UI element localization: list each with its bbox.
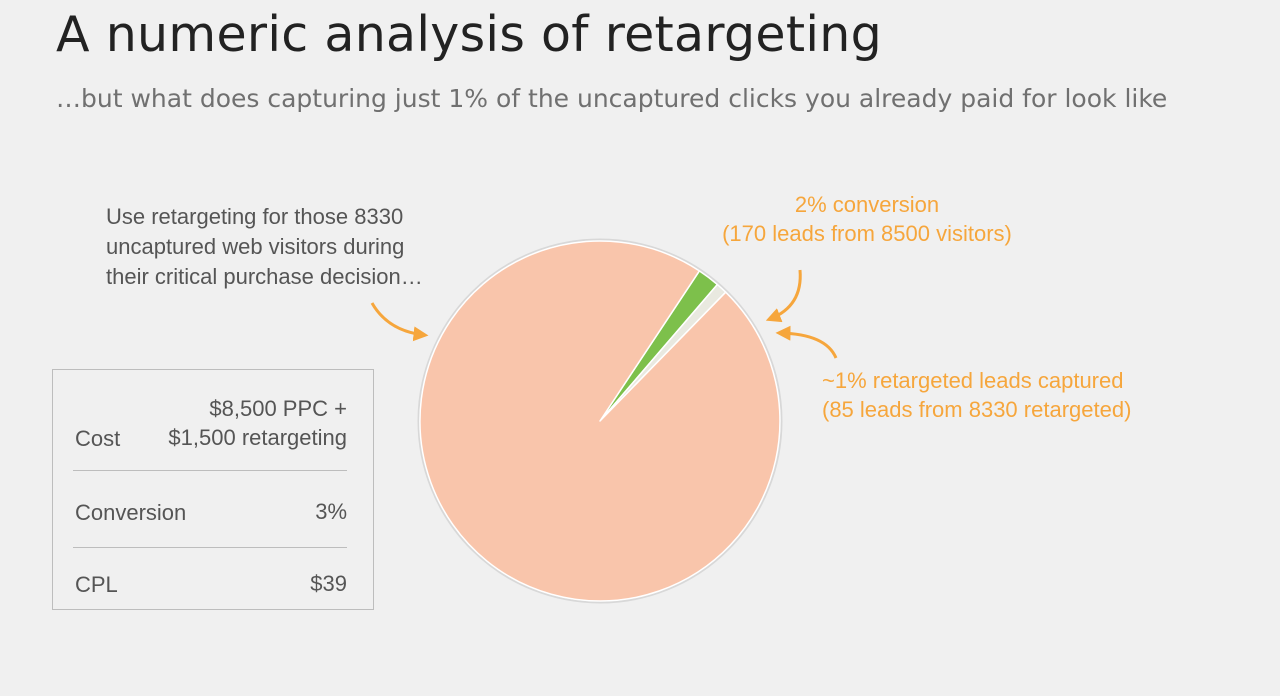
- stats-row-conversion: Conversion 3%: [73, 496, 347, 526]
- cpl-label: CPL: [75, 572, 118, 597]
- stats-divider: [73, 547, 347, 548]
- cpl-value: $39: [310, 571, 347, 596]
- cost-value: $8,500 PPC + $1,500 retargeting: [168, 394, 347, 452]
- page-subtitle: …but what does capturing just 1% of the …: [56, 84, 1168, 113]
- conversion-label: Conversion: [75, 500, 187, 525]
- stats-table: Cost $8,500 PPC + $1,500 retargeting Con…: [52, 369, 374, 610]
- conversion-value: 3%: [315, 499, 347, 524]
- stats-row-cpl: CPL $39: [73, 568, 347, 598]
- conversion-annotation-line1: 2% conversion: [794, 192, 940, 217]
- conversion-annotation-line2: (170 leads from 8500 visitors): [722, 221, 1012, 246]
- stats-divider: [73, 470, 347, 471]
- pie-slices: [417, 238, 783, 604]
- pie-slice-2: [419, 240, 781, 602]
- page-title: A numeric analysis of retargeting: [56, 6, 883, 63]
- cost-label: Cost: [75, 426, 121, 451]
- retargeted-annotation: ~1% retargeted leads captured (85 leads …: [822, 366, 1131, 424]
- pie-outline: [417, 238, 783, 604]
- retargeted-annotation-line2: (85 leads from 8330 retargeted): [822, 397, 1132, 422]
- retargeting-note: Use retargeting for those 8330 uncapture…: [106, 204, 423, 289]
- conversion-arrow: [765, 269, 802, 323]
- stats-row-cost: Cost $8,500 PPC + $1,500 retargeting: [73, 392, 347, 452]
- retargeted-arrow: [775, 325, 838, 359]
- cost-value-line1: $8,500 PPC +: [209, 396, 347, 421]
- conversion-annotation: 2% conversion (170 leads from 8500 visit…: [694, 190, 1040, 248]
- retargeted-annotation-line1: ~1% retargeted leads captured: [822, 368, 1124, 393]
- cost-value-line2: $1,500 retargeting: [168, 425, 347, 450]
- note-arrow: [370, 302, 429, 342]
